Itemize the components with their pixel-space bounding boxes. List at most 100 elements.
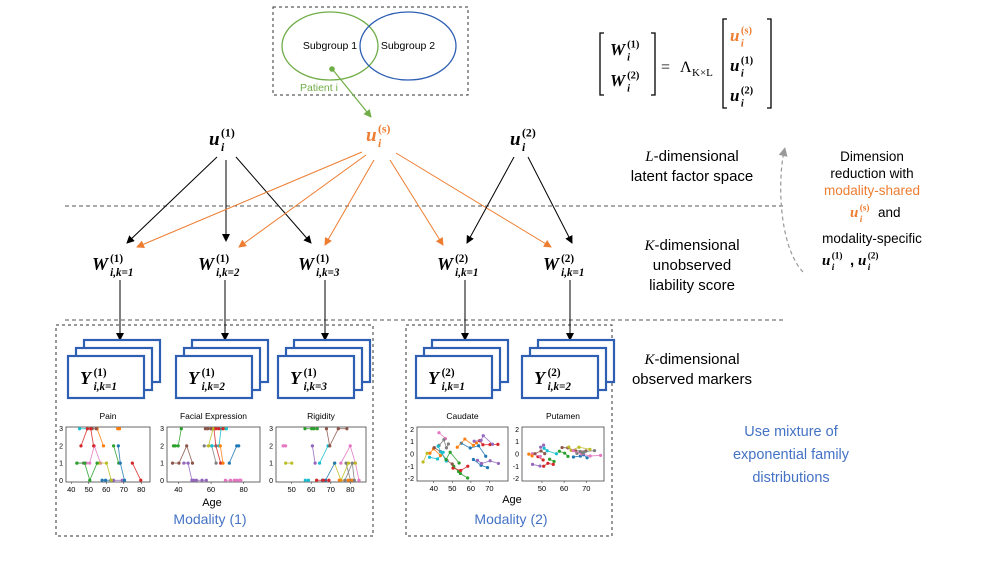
subgroup1-circle: [281, 11, 379, 81]
plot-ytick-label: -1: [408, 464, 414, 471]
plot-point: [209, 427, 213, 431]
equation-rhs-1-sub: i: [741, 68, 744, 79]
plot-point: [221, 461, 225, 465]
plot-point: [179, 427, 183, 431]
plot-xtick-label: 60: [467, 484, 475, 493]
plot-point: [421, 460, 425, 464]
mixture-line2: exponential family: [733, 447, 850, 463]
plot-point: [474, 441, 479, 445]
plot-point: [481, 434, 485, 438]
dimred-u1-base: u: [822, 253, 830, 269]
latent-nodes: u (1)iu (s)i u (2)i: [209, 122, 536, 154]
plot-point: [85, 427, 89, 431]
liability-node-0-base: W: [92, 254, 110, 274]
plot-trajectory: [131, 462, 142, 481]
plot-point: [541, 458, 545, 462]
observed-node-0-symbol: Y (1) i,k=1: [80, 367, 117, 393]
plot-point: [314, 478, 319, 482]
dimension-reduction-arrow: [778, 147, 804, 273]
subgroup1-label: Subgroup 1: [303, 40, 357, 52]
plot-point: [346, 478, 350, 482]
plot-point: [310, 427, 314, 431]
plot-ytick-label: 1: [515, 439, 519, 446]
liability-node-1-sup: (1): [216, 253, 229, 265]
plot-trajectory: [438, 438, 449, 450]
plot-point: [310, 444, 314, 448]
latent-node-2-base: u: [510, 129, 521, 150]
observed-node-0-symbol-base: Y: [80, 368, 93, 388]
equation-rhs-1-sup: (1): [741, 55, 754, 66]
plot-point: [357, 478, 361, 482]
plot-point: [190, 461, 195, 465]
plot-point: [546, 461, 550, 465]
plot-trajectory: [474, 434, 493, 445]
plot-point: [441, 450, 445, 454]
observed-node-3: Y (2) i,k=1: [414, 338, 510, 400]
plot-point: [217, 427, 221, 431]
plot-point: [317, 461, 322, 465]
plot-point: [176, 444, 180, 448]
plot-trajectory: [86, 444, 102, 464]
plot-point: [281, 444, 285, 448]
edges: [116, 151, 574, 341]
plot-trajectory: [319, 445, 329, 464]
plot-point: [122, 478, 127, 482]
observed-label-line1: K-dimensional: [643, 351, 739, 368]
equation-bracket: [651, 32, 656, 96]
plot-point: [577, 445, 581, 449]
plot-ytick-label: 0: [269, 478, 273, 485]
equation-rhs-2-sup: (2): [741, 85, 754, 96]
plot-point: [237, 444, 241, 448]
venn-box: [272, 6, 469, 96]
plot-point: [466, 476, 470, 480]
plot-point: [566, 454, 570, 458]
observed-node-card: [276, 354, 356, 400]
plot-point: [350, 461, 354, 465]
plot-point: [218, 444, 222, 448]
venn-group: Subgroup 1 Subgroup 2 Patient i: [272, 6, 469, 118]
observed-node-1: Y (1) i,k=2: [174, 338, 270, 400]
plot-point: [444, 446, 449, 450]
plot-point: [538, 454, 542, 458]
plot-title: Facial Expression: [180, 411, 247, 421]
plot-point: [539, 449, 543, 453]
modality1-box: [55, 324, 374, 537]
plot-point: [118, 461, 122, 465]
plot-point: [490, 442, 495, 446]
plot-trajectory: [172, 444, 193, 464]
latent-node-2: u (2) i: [510, 126, 536, 154]
plot-xtick-label: 60: [102, 485, 110, 494]
plot-trajectory: [477, 459, 499, 465]
plot-point: [343, 478, 347, 482]
plot-xtick-label: 40: [430, 484, 438, 493]
latent-label-line1: L-dimensional: [644, 148, 738, 165]
liability-node-4: W (2) i,k=1: [543, 253, 585, 279]
edge-us-w4: [389, 159, 444, 246]
edge-u1-w3: [235, 156, 312, 244]
observed-node-0: Y (1) i,k=1: [66, 338, 162, 400]
plot-1: Facial Expression 40 60 80 0 1 2 3: [160, 411, 261, 494]
dimred-line2: reduction with: [830, 166, 913, 181]
liability-node-2-base: W: [298, 254, 316, 274]
plot-point: [312, 427, 316, 431]
plot-point: [120, 478, 124, 482]
plot-point: [588, 454, 592, 458]
modality2-age-label: Age: [502, 494, 522, 506]
liability-node-4-sub: i,k=1: [561, 267, 584, 279]
dimred-us-sup: (s): [860, 202, 870, 213]
observed-node-2-symbol: Y (1) i,k=3: [290, 367, 327, 393]
observed-node-2-symbol-sup: (1): [304, 367, 317, 379]
plot-point: [185, 444, 189, 448]
observed-nodes: Y (1)i,k=1 Y (1)i,k=2 Y (1)i,k=3 Y (2)i,k=1 Y (2)…: [66, 338, 616, 400]
plot-point: [348, 444, 352, 448]
plot-point: [290, 461, 294, 465]
edge-u2-w4: [466, 156, 515, 244]
plot-point: [104, 478, 108, 482]
plot-point: [352, 478, 356, 482]
plot-point: [571, 449, 575, 453]
plot-xtick-label: 40: [67, 485, 75, 494]
liability-node-3-base: W: [437, 254, 455, 274]
equation-rhs-0: u (s) i: [730, 25, 752, 49]
plot-xtick-label: 50: [287, 485, 295, 494]
equation-bracket: [767, 18, 772, 109]
